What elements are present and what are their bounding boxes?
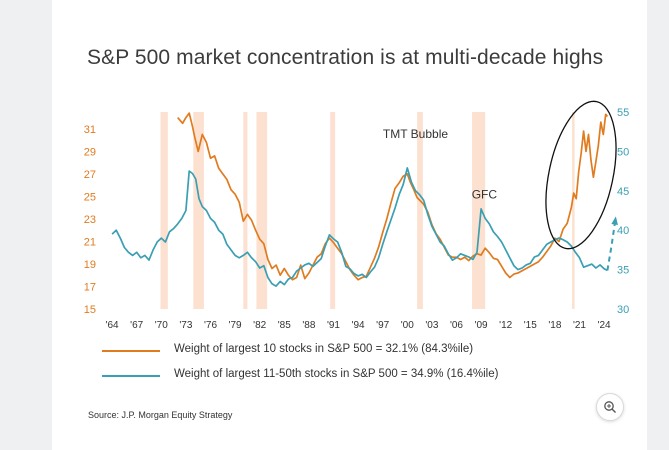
legend-swatch-top10	[102, 350, 160, 352]
right-axis-tick-label: 55	[617, 107, 629, 119]
right-axis-tick-label: 40	[617, 225, 629, 237]
zoom-in-icon	[604, 401, 616, 413]
recession-band-5	[417, 112, 423, 309]
x-axis-tick-label: '18	[548, 320, 561, 331]
x-axis-tick-label: '70	[155, 320, 168, 331]
x-axis-tick-label: '79	[229, 320, 242, 331]
left-axis-tick-label: 23	[84, 214, 96, 226]
series-next40-line	[111, 167, 608, 287]
right-axis-tick-label: 30	[617, 304, 629, 316]
recession-band-4	[330, 112, 336, 309]
chart-card: S&P 500 market concentration is at multi…	[52, 0, 647, 450]
x-axis-tick-label: '03	[425, 320, 438, 331]
recession-band-3	[256, 112, 268, 309]
right-axis-tick-label: 35	[617, 265, 629, 277]
recession-bands	[160, 112, 575, 309]
chart-title: S&P 500 market concentration is at multi…	[87, 46, 604, 69]
left-axis-tick-label: 25	[84, 191, 96, 203]
left-axis-tick-label: 27	[84, 169, 96, 181]
line-chart: 15 17 19 21 23 25 27 29 31 30 35 40 45 50 55 '64 '67 '70 '…	[84, 100, 630, 331]
annotation-label: TMT Bubble	[383, 127, 448, 141]
left-axis-tick-label: 15	[84, 304, 96, 316]
x-axis-tick-label: '85	[278, 320, 291, 331]
legend-label-top10: Weight of largest 10 stocks in S&P 500 =…	[174, 343, 474, 355]
x-axis-tick-label: '00	[401, 320, 414, 331]
x-axis-tick-label: '24	[598, 320, 611, 331]
legend-label-next40: Weight of largest 11-50th stocks in S&P …	[174, 368, 499, 380]
x-axis-tick-label: '91	[327, 320, 340, 331]
left-axis-tick-label: 21	[84, 236, 96, 248]
x-axis-tick-label: '06	[450, 320, 463, 331]
series-next40-projection-line	[606, 218, 617, 271]
source-note: Source: J.P. Morgan Equity Strategy	[88, 410, 233, 420]
chart-annotations: TMT Bubble GFC	[383, 127, 497, 202]
chart-series	[111, 112, 618, 287]
zoom-button[interactable]	[596, 393, 624, 421]
x-axis-tick-label: '12	[499, 320, 512, 331]
left-axis-tick-label: 17	[84, 281, 96, 293]
x-axis-tick-label: '21	[573, 320, 586, 331]
recession-band-1	[193, 112, 204, 309]
x-axis-tick-label: '88	[302, 320, 315, 331]
x-axis-tick-label: '73	[179, 320, 192, 331]
x-axis-tick-label: '94	[352, 320, 365, 331]
recession-band-6	[472, 112, 486, 309]
recession-band-2	[243, 112, 248, 309]
recession-band-0	[160, 112, 168, 309]
x-axis-tick-label: '64	[106, 320, 119, 331]
highlight-ellipse	[545, 100, 617, 250]
projection-arrow-head	[611, 216, 618, 225]
left-axis-tick-label: 19	[84, 259, 96, 271]
left-axis-tick-label: 29	[84, 146, 96, 158]
chart-axes: 15 17 19 21 23 25 27 29 31 30 35 40 45 50 55 '64 '67 '70 '…	[84, 107, 630, 331]
right-axis-tick-label: 50	[617, 146, 629, 158]
x-axis-tick-label: '15	[524, 320, 537, 331]
annotation-label: GFC	[472, 188, 498, 202]
x-axis-tick-label: '82	[253, 320, 266, 331]
recession-band-7	[572, 112, 575, 309]
x-axis-tick-label: '97	[376, 320, 389, 331]
x-axis-tick-label: '76	[204, 320, 217, 331]
right-axis-tick-label: 45	[617, 186, 629, 198]
legend-swatch-next40	[102, 375, 160, 377]
x-axis-tick-label: '09	[475, 320, 488, 331]
left-axis-tick-label: 31	[84, 124, 96, 136]
x-axis-tick-label: '67	[130, 320, 143, 331]
